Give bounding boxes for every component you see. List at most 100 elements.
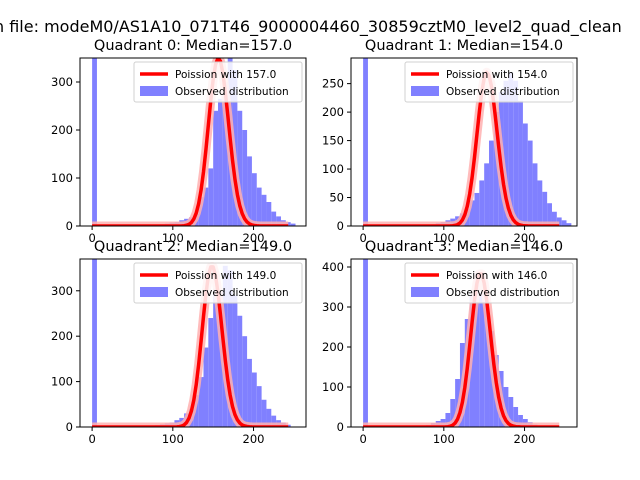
legend-hist-label: Observed distribution — [446, 287, 560, 299]
histogram-bar — [251, 173, 257, 226]
histogram-bar — [493, 112, 499, 226]
y-tick-label: 100 — [51, 171, 73, 185]
histogram-bar — [251, 372, 257, 427]
histogram-bar — [242, 130, 248, 226]
y-tick-label: 100 — [322, 162, 344, 176]
x-tick-label: 0 — [359, 432, 366, 446]
histogram-bar — [561, 220, 567, 226]
legend-hist-swatch — [411, 287, 439, 297]
histogram-bar — [469, 200, 475, 226]
figure-suptitle: n file: modeM0/AS1A10_071T46_9000004460_… — [0, 17, 622, 37]
histogram-bar — [208, 168, 214, 226]
legend-hist-label: Observed distribution — [446, 86, 560, 98]
panels: 0 100 200 0 100 200 300 Quadrant 0: Median=157.… — [51, 38, 578, 446]
histogram-bar — [242, 336, 248, 427]
y-tick-label: 200 — [322, 340, 344, 354]
legend: Poission with 157.0 Observed distribution — [133, 61, 303, 103]
legend-box — [404, 61, 574, 103]
legend-box — [404, 262, 574, 304]
histogram-bar — [198, 377, 204, 427]
histogram-bar — [203, 347, 209, 427]
chart-panel-2: 0 100 200 0 100 200 300 Quadrant 2: Median=149.… — [51, 239, 307, 446]
histogram-bar — [92, 58, 97, 226]
x-tick-label: 0 — [88, 231, 95, 245]
histogram-bar — [513, 80, 519, 226]
histogram-bar — [537, 180, 543, 226]
histogram-bar — [508, 397, 514, 427]
histogram-bar — [218, 98, 223, 226]
histogram-bar — [203, 187, 209, 226]
histogram-bar — [213, 110, 219, 226]
histogram-bar — [247, 358, 252, 427]
legend: Poission with 146.0 Observed distribution — [404, 262, 574, 304]
legend-poisson-label: Poission with 149.0 — [175, 270, 276, 282]
y-tick-label: 0 — [66, 420, 73, 434]
histogram-bar — [445, 413, 451, 427]
histogram-bar — [193, 395, 199, 427]
axes-frame — [350, 57, 578, 227]
histogram-bar — [247, 156, 252, 226]
histogram-bar — [479, 293, 485, 427]
histogram-bar — [566, 223, 572, 226]
panel-title: Quadrant 3: Median=146.0 — [365, 239, 563, 255]
y-tick-label: 50 — [329, 191, 344, 205]
x-tick-label: 200 — [514, 432, 536, 446]
histogram-bar — [363, 259, 368, 427]
y-tick-label: 0 — [337, 219, 344, 233]
histogram-bar — [227, 270, 233, 427]
x-tick-label: 0 — [88, 432, 95, 446]
histogram-bar — [261, 194, 267, 226]
histogram-bar — [290, 223, 296, 226]
y-tick-label: 300 — [51, 75, 73, 89]
legend-hist-swatch — [411, 86, 439, 96]
y-tick-label: 200 — [322, 105, 344, 119]
histogram-bar — [474, 273, 480, 427]
histogram-bar — [266, 408, 272, 427]
y-tick-label: 200 — [51, 123, 73, 137]
histogram-bar — [450, 399, 456, 427]
panel-title: Quadrant 0: Median=157.0 — [94, 38, 292, 54]
histogram-bar — [208, 318, 214, 427]
axes-frame — [79, 258, 307, 428]
x-tick-label: 100 — [162, 231, 184, 245]
histogram-bar — [508, 72, 514, 226]
histogram-bar — [213, 288, 219, 427]
histogram-bar — [484, 163, 490, 226]
panel-title: Quadrant 1: Median=154.0 — [365, 38, 563, 54]
y-tick-label: 100 — [322, 380, 344, 394]
histogram-bar — [479, 180, 485, 226]
chart-panel-1: 0 100 200 0 50 100 150 200 250 Quadrant 1: Median… — [322, 38, 578, 245]
histogram-bar — [256, 386, 262, 427]
x-tick-label: 100 — [162, 432, 184, 446]
histogram-bar — [474, 192, 480, 226]
histogram-bar — [256, 187, 262, 226]
histogram-bar — [542, 191, 548, 226]
x-tick-label: 200 — [243, 231, 265, 245]
histogram-bar — [547, 203, 552, 226]
legend-hist-swatch — [140, 86, 168, 96]
histogram-bar — [266, 202, 272, 226]
y-tick-label: 300 — [322, 300, 344, 314]
histogram-bar — [527, 140, 533, 226]
axes-frame — [79, 57, 307, 227]
legend-box — [133, 262, 303, 304]
legend-poisson-label: Poission with 154.0 — [446, 69, 547, 81]
histogram-bar — [237, 110, 243, 226]
x-tick-label: 100 — [433, 231, 455, 245]
histogram-bar — [522, 123, 528, 226]
y-tick-label: 250 — [322, 77, 344, 91]
legend: Poission with 149.0 Observed distribution — [133, 262, 303, 304]
histogram-bar — [285, 222, 291, 226]
x-tick-label: 0 — [359, 231, 366, 245]
histogram-bar — [551, 211, 557, 226]
histogram-bar — [232, 295, 238, 427]
chart-panel-0: 0 100 200 0 100 200 300 Quadrant 0: Median=157.… — [51, 38, 307, 245]
histogram-bar — [271, 415, 277, 427]
histogram-bar — [237, 315, 243, 427]
axes-frame — [350, 258, 578, 428]
histogram-bar — [285, 424, 291, 427]
legend-poisson-label: Poission with 146.0 — [446, 270, 547, 282]
histogram-bar — [218, 290, 223, 427]
y-tick-label: 200 — [51, 329, 73, 343]
histogram-bar — [489, 140, 494, 226]
